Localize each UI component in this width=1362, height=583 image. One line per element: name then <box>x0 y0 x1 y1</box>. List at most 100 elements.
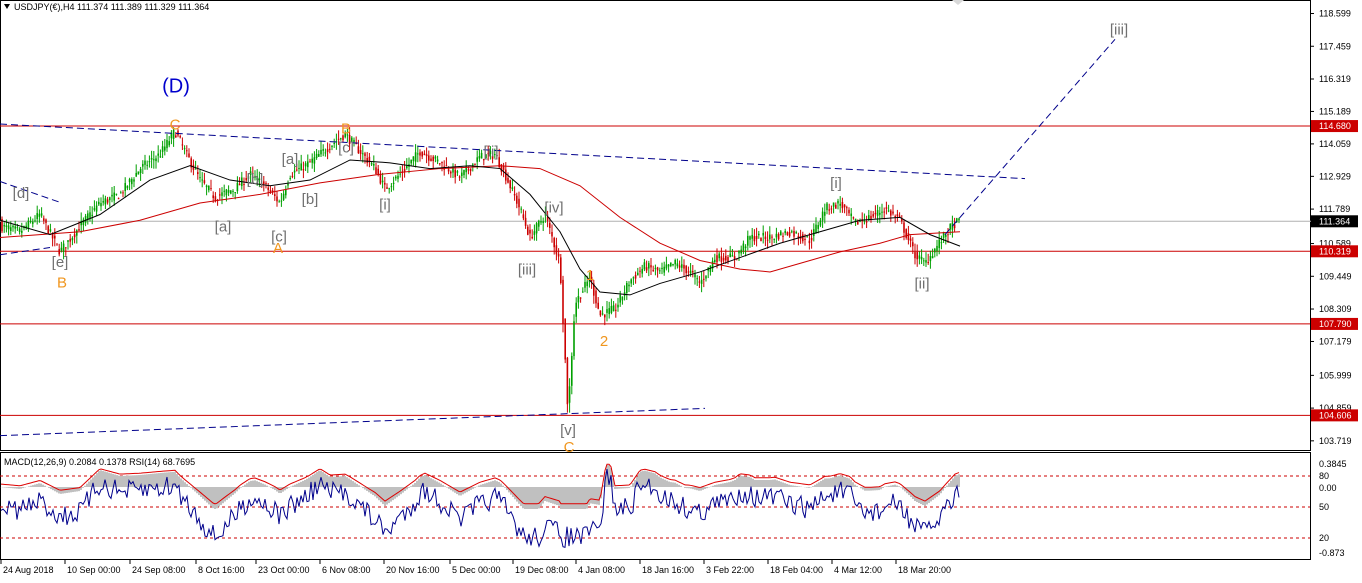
candle-body <box>331 145 333 147</box>
candle-body <box>232 190 234 192</box>
time-tick-label: 5 Dec 00:00 <box>452 565 501 575</box>
candle-body <box>386 187 388 189</box>
candle-body <box>857 221 859 225</box>
candle-body <box>3 225 5 227</box>
candle-body <box>535 223 538 234</box>
candle-body <box>843 204 846 208</box>
candle-body <box>500 164 503 172</box>
price-tick-label: 107.179 <box>1319 336 1352 346</box>
candle-body <box>267 187 269 190</box>
candle-body <box>274 194 276 196</box>
candle-body <box>32 221 34 224</box>
candle-body <box>221 192 223 196</box>
candle-body <box>714 259 716 263</box>
time-tick-label: 3 Feb 22:00 <box>706 565 754 575</box>
candle-body <box>430 158 432 162</box>
candle-body <box>65 247 67 249</box>
wave-label: [a] <box>215 218 232 235</box>
candle-body <box>428 155 430 161</box>
candle-body <box>62 243 65 252</box>
candle-body <box>177 130 179 136</box>
candle-body <box>793 231 795 237</box>
price-tick-label: 115.189 <box>1319 106 1351 116</box>
candle-body <box>885 207 888 209</box>
wave-label: [a] <box>282 151 299 168</box>
candle-body <box>494 154 496 156</box>
candle-body <box>179 136 181 138</box>
candle-body <box>841 201 844 209</box>
wave-label: C <box>564 439 575 456</box>
candle-body <box>676 263 679 267</box>
level-price-label: 107.790 <box>1319 319 1352 329</box>
candle-body <box>38 213 41 217</box>
candle-body <box>43 218 45 221</box>
candle-body <box>234 192 236 194</box>
collapse-triangle-icon[interactable] <box>4 4 10 9</box>
chart-shift-marker-icon[interactable] <box>952 0 964 5</box>
candle-body <box>139 168 142 173</box>
candle-body <box>5 225 8 227</box>
candle-body <box>773 238 775 240</box>
candle-body <box>318 154 320 157</box>
candle-body <box>740 249 742 254</box>
candle-body <box>282 193 285 200</box>
candle-body <box>199 177 201 179</box>
candle-body <box>769 234 771 240</box>
candle-body <box>381 180 384 183</box>
candle-body <box>236 182 239 192</box>
candle-body <box>606 309 608 313</box>
candle-body <box>465 166 467 173</box>
candle-body <box>938 239 940 249</box>
candle-body <box>562 279 564 324</box>
candle-body <box>172 129 175 139</box>
candle-body <box>720 256 723 262</box>
candle-body <box>958 218 960 221</box>
candle-body <box>478 156 481 159</box>
candle-body <box>69 238 71 242</box>
candle-body <box>553 238 555 248</box>
candle-body <box>113 192 115 201</box>
indicator-plot <box>0 463 1310 548</box>
candle-body <box>762 232 764 236</box>
candle-body <box>384 182 386 185</box>
candle-body <box>608 308 610 315</box>
candle-body <box>307 161 309 168</box>
candle-body <box>846 207 848 209</box>
candle-body <box>166 139 168 149</box>
candle-body <box>546 216 549 221</box>
candle-body <box>527 226 529 235</box>
candle-body <box>593 283 595 296</box>
indicator-axis-label: -0.873 <box>1319 548 1345 558</box>
candle-body <box>315 153 318 158</box>
time-tick-label: 8 Oct 16:00 <box>198 565 245 575</box>
candle-body <box>555 245 558 255</box>
candle-body <box>390 186 393 188</box>
candle-body <box>804 238 806 240</box>
candle-body <box>188 153 190 158</box>
wave-label: B <box>57 274 67 291</box>
candle-body <box>942 231 945 238</box>
indicator-header: MACD(12,26,9) 0.2084 0.1378 RSI(14) 68.7… <box>4 457 195 467</box>
candle-body <box>168 141 170 146</box>
candle-body <box>406 165 408 169</box>
candle-body <box>60 247 63 251</box>
candle-body <box>896 214 899 217</box>
candle-body <box>56 243 58 245</box>
candle-body <box>67 240 69 242</box>
candle-body <box>245 177 247 181</box>
candle-body <box>458 176 461 178</box>
candle-body <box>388 188 390 190</box>
candle-body <box>597 302 599 309</box>
candle-body <box>641 268 643 274</box>
candle-body <box>51 233 54 239</box>
candle-body <box>256 176 258 181</box>
candle-body <box>601 313 604 315</box>
candle-body <box>291 175 294 177</box>
candle-body <box>604 314 606 318</box>
candle-body <box>925 260 927 263</box>
price-tick-label: 118.599 <box>1319 9 1351 19</box>
candle-body <box>181 144 184 146</box>
candle-body <box>582 291 584 293</box>
wave-label: [b] <box>247 171 264 188</box>
